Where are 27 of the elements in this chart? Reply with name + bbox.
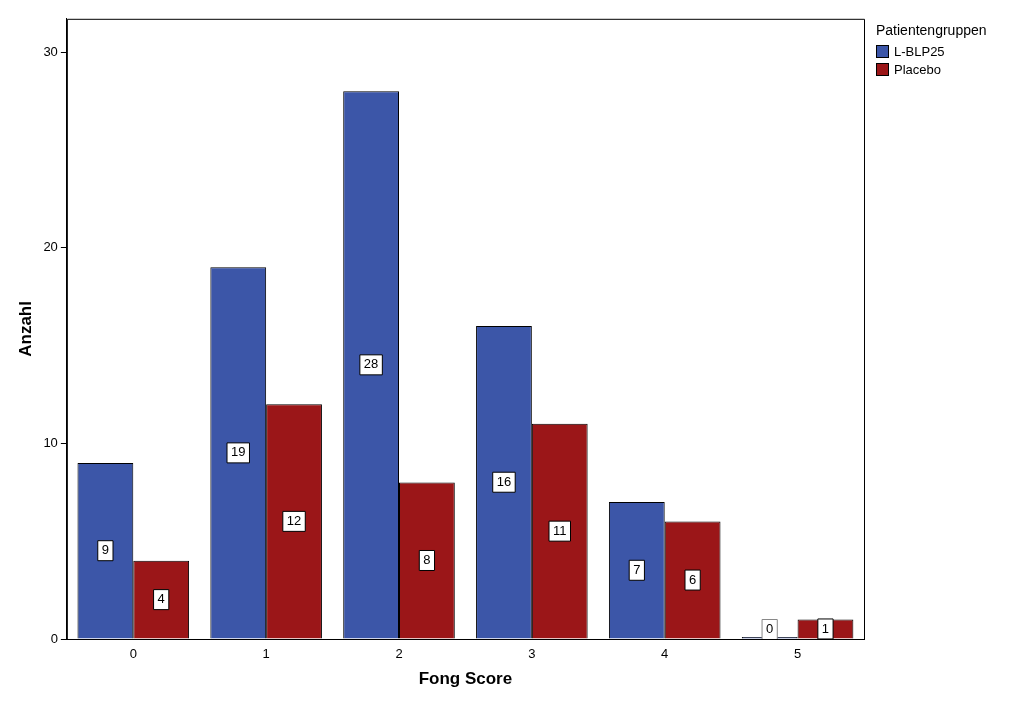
x-tick-label: 5: [793, 646, 802, 662]
x-tick-label: 0: [129, 646, 137, 662]
data-label: 28: [363, 356, 379, 372]
x-tick-label: 3: [528, 646, 536, 662]
y-tick-label: 20: [43, 239, 58, 255]
data-label: 11: [553, 522, 567, 538]
data-label: 19: [231, 444, 246, 460]
data-label: 16: [496, 473, 512, 489]
x-tick-label: 2: [395, 646, 403, 662]
data-label: 12: [286, 512, 302, 528]
data-label: 9: [101, 542, 110, 558]
data-label: 4: [157, 591, 165, 607]
legend-label: Placebo: [894, 62, 941, 77]
x-tick-label: 1: [262, 646, 270, 662]
y-tick-label: 0: [50, 630, 58, 646]
data-label: 8: [423, 552, 431, 568]
x-tick-label: 4: [661, 646, 669, 662]
y-tick-label: 30: [43, 43, 58, 59]
data-label: 0: [766, 621, 774, 637]
y-tick-label: 10: [43, 434, 58, 450]
x-axis-title: Fong Score: [418, 669, 513, 689]
data-label: 7: [633, 561, 641, 577]
legend-title: Patientengruppen: [876, 22, 987, 38]
data-label: 1: [821, 620, 830, 636]
y-axis-title: Anzahl: [15, 301, 35, 357]
data-label: 6: [689, 571, 697, 587]
legend-label: L-BLP25: [894, 44, 945, 59]
